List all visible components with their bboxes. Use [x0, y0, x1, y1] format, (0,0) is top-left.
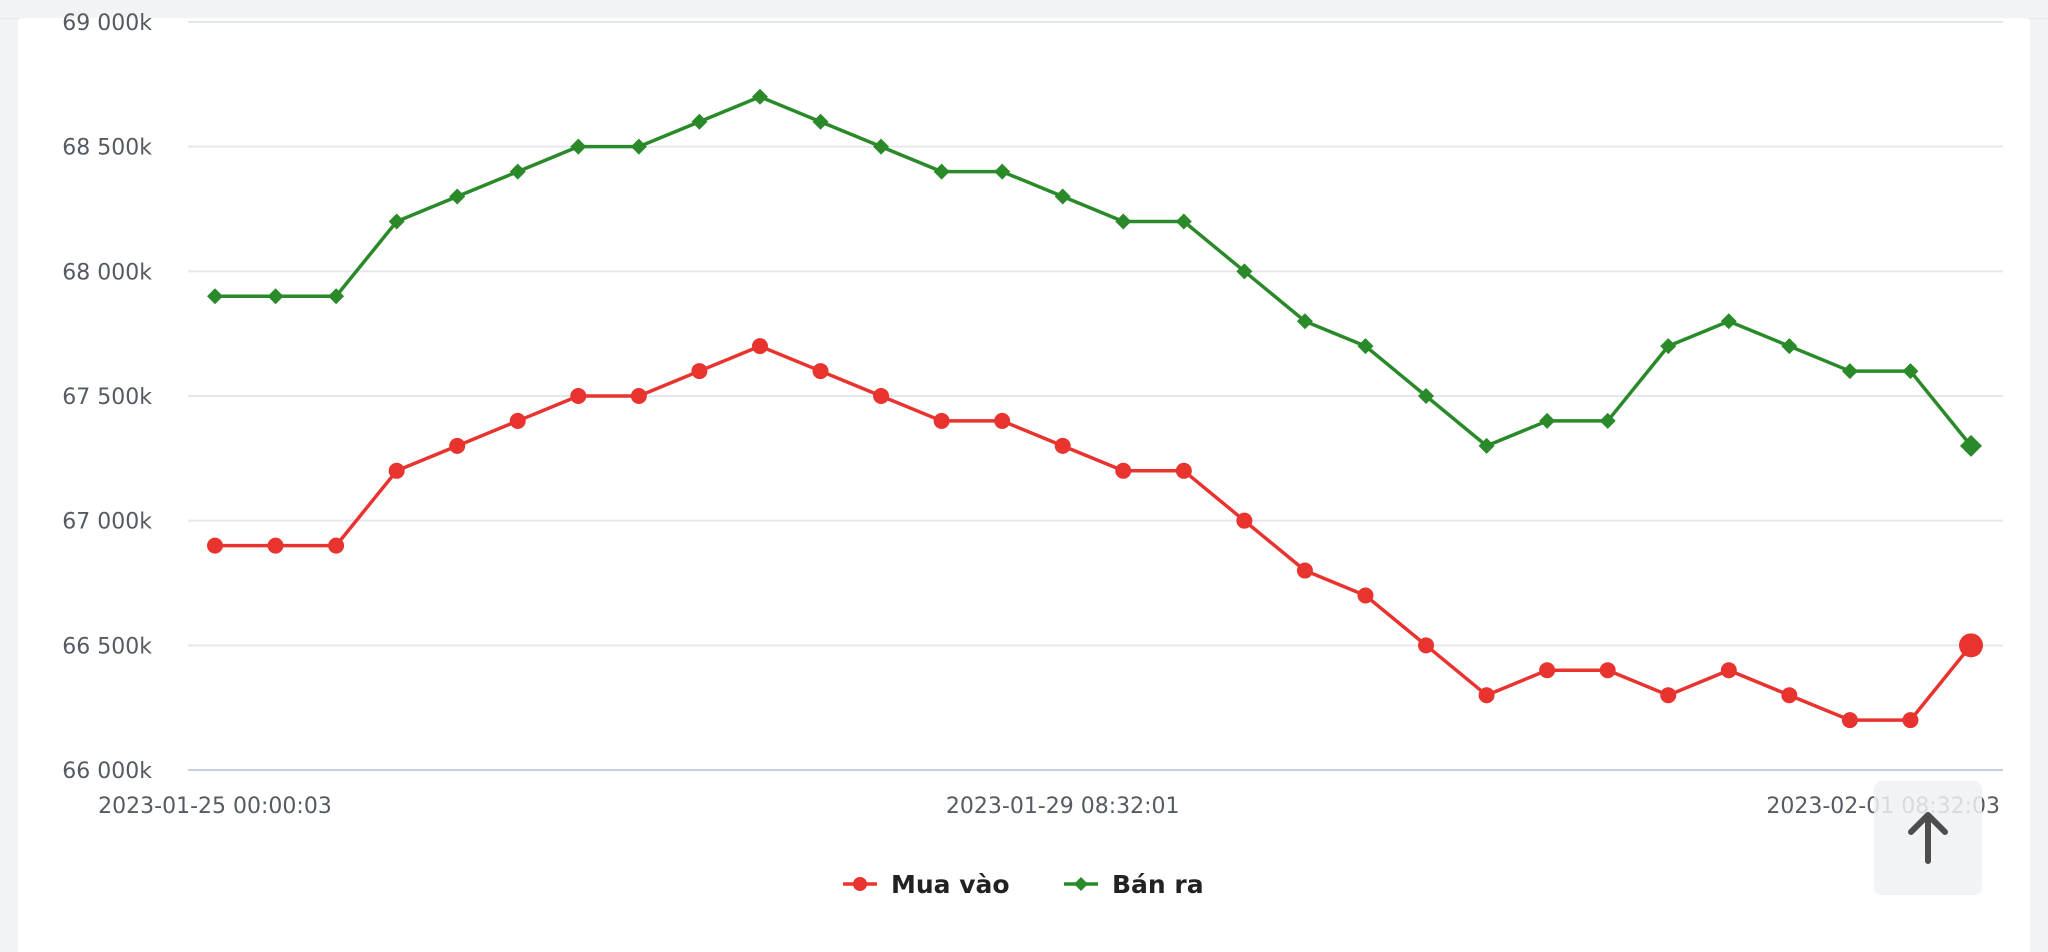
legend-item[interactable]: Mua vào	[843, 870, 1010, 899]
data-point[interactable]	[449, 437, 466, 454]
y-tick-label: 68 000k	[62, 260, 152, 285]
data-point[interactable]	[812, 363, 829, 380]
x-axis: 2023-01-25 00:00:03 2023-01-29 08:32:01 20…	[98, 794, 2000, 819]
data-point[interactable]	[873, 138, 890, 155]
data-point[interactable]	[994, 163, 1011, 180]
x-tick-label: 2023-01-25 00:00:03	[98, 794, 332, 819]
series-1	[207, 338, 1983, 729]
y-tick-label: 67 500k	[62, 385, 152, 410]
data-point[interactable]	[1418, 388, 1435, 404]
data-point[interactable]	[1720, 662, 1737, 679]
data-point[interactable]	[1296, 562, 1313, 579]
x-tick-label: 2023-01-29 08:32:01	[946, 794, 1180, 819]
data-point[interactable]	[1599, 662, 1616, 679]
data-point[interactable]	[933, 412, 950, 429]
data-point[interactable]	[328, 288, 345, 305]
data-point[interactable]	[691, 113, 708, 130]
chart-card	[18, 18, 2030, 952]
data-point[interactable]	[449, 188, 466, 205]
legend[interactable]: Mua vào Bán ra	[843, 870, 1204, 899]
data-point[interactable]	[1599, 412, 1616, 429]
data-point[interactable]	[1841, 363, 1858, 380]
y-tick-label: 66 500k	[62, 634, 152, 659]
y-tick-label: 66 000k	[62, 759, 152, 784]
grid-lines	[188, 21, 2003, 771]
data-point[interactable]	[812, 113, 829, 130]
data-point[interactable]	[1781, 687, 1798, 704]
data-point[interactable]	[509, 163, 526, 180]
data-point[interactable]	[1478, 437, 1495, 454]
legend-marker	[1074, 877, 1088, 891]
data-point[interactable]	[1236, 263, 1253, 280]
data-point[interactable]	[1539, 662, 1556, 679]
data-point[interactable]	[1054, 437, 1071, 454]
data-point[interactable]	[1357, 587, 1374, 604]
y-tick-label: 67 000k	[62, 510, 152, 535]
data-point[interactable]	[570, 138, 587, 155]
y-tick-label: 68 500k	[62, 136, 152, 161]
data-point[interactable]	[267, 288, 284, 305]
data-point[interactable]	[207, 537, 223, 554]
data-point[interactable]	[1418, 637, 1435, 654]
data-point[interactable]	[691, 363, 708, 380]
data-point[interactable]	[1660, 687, 1677, 704]
data-point[interactable]	[751, 338, 768, 355]
arrow-up-icon	[1908, 812, 1948, 864]
data-point[interactable]	[1781, 338, 1798, 355]
data-point[interactable]	[933, 163, 950, 180]
data-point[interactable]	[1175, 462, 1192, 479]
data-point[interactable]	[388, 462, 405, 479]
data-point[interactable]	[1357, 338, 1374, 355]
series-2	[207, 88, 1982, 457]
data-point[interactable]	[1236, 512, 1253, 529]
data-point[interactable]	[1960, 434, 1982, 457]
data-point[interactable]	[328, 537, 345, 554]
legend-marker	[853, 877, 867, 891]
data-point[interactable]	[207, 288, 223, 305]
data-point[interactable]	[1115, 462, 1132, 479]
series-line	[215, 95, 1973, 448]
data-point[interactable]	[751, 88, 768, 105]
data-point[interactable]	[509, 412, 526, 429]
data-point[interactable]	[1175, 213, 1192, 230]
data-point[interactable]	[1959, 633, 1983, 658]
data-point[interactable]	[1660, 338, 1677, 355]
data-point[interactable]	[1841, 712, 1858, 729]
legend-label: Bán ra	[1112, 870, 1204, 899]
legend-label: Mua vào	[891, 870, 1010, 899]
y-tick-label: 69 000k	[62, 11, 152, 36]
scroll-to-top-button[interactable]	[1874, 781, 1982, 895]
data-point[interactable]	[388, 213, 405, 230]
data-point[interactable]	[267, 537, 284, 554]
data-point[interactable]	[1115, 213, 1132, 230]
data-point[interactable]	[1902, 712, 1919, 729]
data-point[interactable]	[994, 412, 1011, 429]
data-point[interactable]	[630, 138, 647, 155]
data-point[interactable]	[1054, 188, 1071, 205]
data-point[interactable]	[1478, 687, 1495, 704]
data-point[interactable]	[1296, 313, 1313, 330]
y-axis: 66 000k 66 500k 67 000k 67 500k 68 000k 68 50…	[62, 11, 152, 784]
series-line	[215, 344, 1973, 722]
series-layer	[207, 88, 1983, 729]
data-point[interactable]	[1902, 363, 1919, 380]
data-point[interactable]	[1539, 412, 1556, 429]
data-point[interactable]	[630, 388, 647, 404]
data-point[interactable]	[1720, 313, 1737, 330]
legend-item[interactable]: Bán ra	[1064, 870, 1204, 899]
data-point[interactable]	[873, 388, 890, 404]
data-point[interactable]	[570, 388, 587, 404]
